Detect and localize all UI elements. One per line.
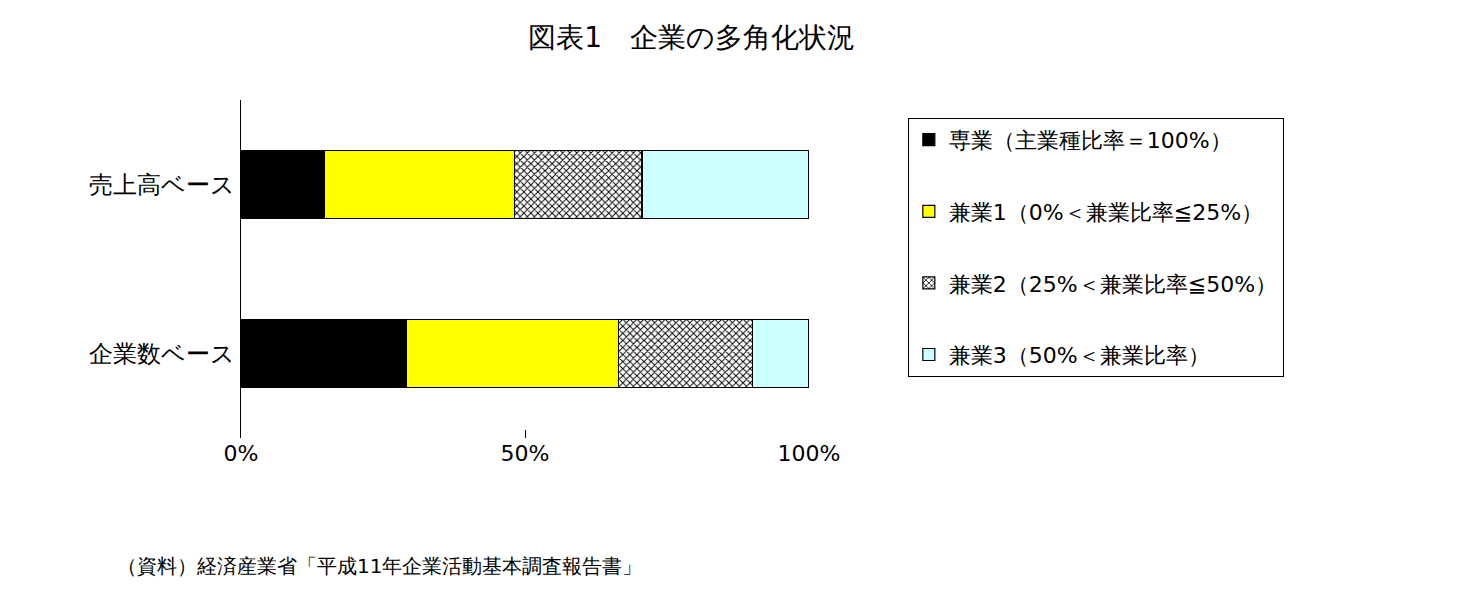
svg-text:売上高ベース: 売上高ベース: [89, 171, 235, 199]
svg-text:兼業2（25%＜兼業比率≦50%）: 兼業2（25%＜兼業比率≦50%）: [949, 271, 1277, 296]
svg-text:専業（主業種比率＝100%）: 専業（主業種比率＝100%）: [949, 128, 1232, 153]
svg-text:兼業1（0%＜兼業比率≦25%）: 兼業1（0%＜兼業比率≦25%）: [949, 200, 1263, 225]
svg-text:兼業3（50%＜兼業比率）: 兼業3（50%＜兼業比率）: [949, 343, 1210, 368]
svg-text:企業数ベース: 企業数ベース: [89, 340, 235, 368]
svg-text:100%: 100%: [778, 441, 841, 466]
svg-text:図表1 企業の多角化状況: 図表1 企業の多角化状況: [528, 21, 855, 54]
svg-text:（資料）経済産業省「平成11年企業活動基本調査報告書」: （資料）経済産業省「平成11年企業活動基本調査報告書」: [117, 554, 642, 578]
svg-text:50%: 50%: [501, 441, 550, 466]
svg-text:0%: 0%: [224, 441, 259, 466]
